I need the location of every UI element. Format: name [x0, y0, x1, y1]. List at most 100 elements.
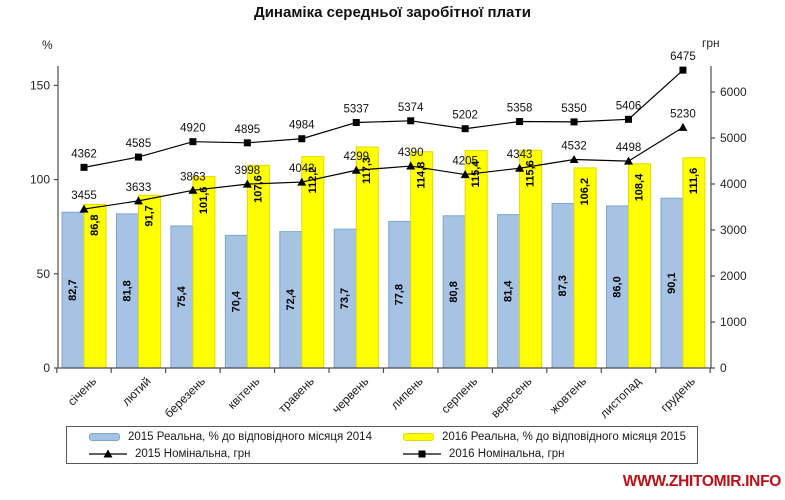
triangle-marker-icon [297, 177, 307, 186]
point-value-label: 4984 [289, 120, 315, 132]
point-value-label: 5374 [398, 102, 424, 114]
legend-item-2016-real: 2016 Реальна, % до відповідного місяця 2… [403, 431, 697, 443]
triangle-marker-icon [188, 185, 198, 194]
point-value-label: 4299 [343, 151, 369, 163]
line-series-1: 4362 4585 4920 4895 4984 5337 5374 5202 5358 5350… [71, 51, 696, 171]
legend-item-2015-real: 2015 Реальна, % до відповідного місяця 2… [89, 431, 403, 443]
point-value-label: 5358 [507, 103, 533, 115]
square-marker-icon [625, 115, 632, 123]
x-axis-label-3: квітень [225, 374, 263, 412]
square-marker-icon [516, 118, 524, 126]
legend-item-2015-nominal: 2015 Номінальна, грн [89, 448, 403, 460]
bar-value-label: 91,7 [143, 205, 155, 226]
square-marker-icon [134, 153, 142, 161]
square-marker-icon [80, 163, 88, 171]
x-axis-label-5: червень [329, 374, 371, 416]
square-line-marker-icon [403, 450, 441, 457]
right-axis-tick-label: 3000 [720, 223, 747, 237]
bar-value-label: 70,4 [230, 290, 242, 312]
left-axis-tick-label: 50 [37, 267, 51, 281]
bar-value-label: 73,7 [339, 288, 351, 309]
bar-value-label: 86,8 [89, 214, 101, 235]
bar-value-label: 87,3 [557, 275, 569, 296]
bar-series-0 [61, 197, 684, 369]
legend-label-2016-nominal: 2016 Номінальна, грн [449, 447, 565, 460]
bar-value-label: 75,4 [176, 285, 188, 307]
square-marker-icon [570, 118, 578, 126]
right-axis-tick-label: 4000 [720, 177, 747, 191]
point-value-label: 5230 [670, 108, 696, 120]
bar-value-label: 115,6 [525, 160, 537, 187]
point-value-label: 4920 [180, 123, 206, 135]
triangle-marker-icon [678, 122, 688, 131]
chart-legend: 2015 Реальна, % до відповідного місяця 2… [66, 426, 698, 464]
watermark: WWW.ZHITOMIR.INFO [622, 473, 782, 490]
bar-value-label: 86,0 [612, 276, 624, 297]
point-value-label: 4042 [289, 163, 315, 175]
square-marker-icon [298, 135, 306, 143]
triangle-marker-icon [569, 155, 579, 164]
axes [54, 66, 715, 373]
point-value-label: 4362 [71, 148, 97, 160]
right-axis-tick-label: 0 [720, 361, 727, 375]
point-value-label: 5406 [616, 100, 642, 112]
legend-label-2015-nominal: 2015 Номінальна, грн [135, 447, 251, 460]
point-value-label: 3455 [71, 190, 97, 202]
x-axis-label-2: березень [162, 374, 208, 420]
bar-value-label: 108,4 [634, 173, 646, 201]
point-value-label: 4532 [561, 141, 587, 153]
bar-value-label: 90,1 [666, 272, 678, 293]
bar-value-label: 72,4 [285, 288, 297, 310]
point-value-label: 4895 [235, 124, 261, 136]
triangle-marker-icon [351, 165, 361, 174]
x-axis-label-4: травень [275, 374, 316, 415]
square-marker-icon [461, 125, 469, 133]
bar-value-label: 81,8 [121, 280, 133, 301]
line-series-0: 3455 3633 3863 3998 4042 4299 4390 4205 4343 4532… [71, 108, 696, 213]
triangle-line-marker-icon [89, 449, 127, 457]
right-axis-tick-label: 1000 [720, 315, 747, 329]
point-value-label: 4390 [398, 147, 424, 159]
point-value-label: 5337 [343, 103, 369, 115]
square-marker-icon [407, 117, 415, 125]
triangle-marker-icon [242, 179, 252, 188]
triangle-marker-icon [515, 163, 525, 172]
square-marker-icon [243, 139, 251, 147]
bar-series-1 [83, 146, 706, 369]
right-axis-unit-label: грн [702, 36, 720, 50]
bar-value-label: 111,6 [688, 168, 700, 194]
left-axis-tick-label: 100 [30, 173, 50, 187]
square-marker-icon [189, 138, 197, 146]
bar-value-label: 107,6 [252, 175, 264, 203]
triangle-marker-icon [406, 161, 416, 170]
x-axis-label-9: жовтень [547, 374, 589, 416]
triangle-marker-icon [133, 196, 143, 205]
legend-label-2016-real: 2016 Реальна, % до відповідного місяця 2… [442, 430, 686, 443]
point-value-label: 4205 [452, 156, 478, 168]
bar-value-label: 82,7 [67, 279, 79, 300]
x-axis-label-11: грудень [658, 374, 698, 414]
bar-value-label: 117,3 [361, 157, 373, 184]
legend-item-2016-nominal: 2016 Номінальна, грн [403, 448, 697, 460]
square-marker-icon [679, 66, 687, 74]
x-axis-label-6: липень [388, 374, 426, 412]
triangle-marker-icon [624, 156, 633, 165]
bar-labels-0: 82,7 81,8 75,4 70,4 72,4 73,7 77,8 80,8 81,4 87,3… [67, 272, 678, 312]
x-axis-label-7: серпень [438, 374, 480, 416]
point-value-label: 5350 [561, 103, 587, 115]
point-value-label: 4343 [507, 149, 533, 161]
point-value-label: 3633 [126, 182, 152, 194]
bar-value-label: 81,4 [503, 280, 515, 302]
right-axis-tick-label: 6000 [720, 85, 747, 99]
point-value-label: 3998 [235, 165, 261, 177]
chart-title: Динаміка середньої заробітної плати [254, 4, 531, 21]
triangle-marker-icon [79, 204, 89, 213]
point-value-label: 4585 [126, 138, 152, 150]
bar-value-label: 101,6 [198, 187, 210, 215]
legend-label-2015-real: 2015 Реальна, % до відповідного місяця 2… [128, 430, 372, 443]
yellow-bar-swatch-icon [403, 432, 434, 441]
bar-value-label: 114,8 [416, 162, 428, 189]
right-axis-tick-label: 2000 [720, 269, 747, 283]
